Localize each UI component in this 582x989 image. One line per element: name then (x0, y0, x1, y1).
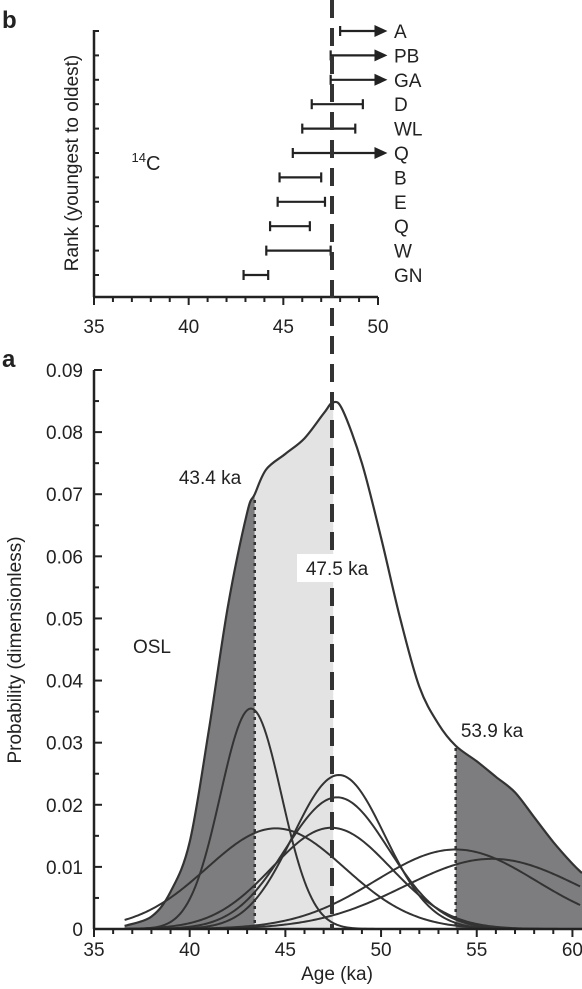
panel-a-y-label: Probability (dimensionless) (5, 536, 26, 763)
rank-label: E (394, 193, 407, 214)
panel-b-x-tick-label: 45 (273, 317, 294, 338)
rank-label: W (394, 242, 412, 263)
panel-a-y-tick-label: 0 (72, 920, 83, 941)
panel-b-x-tick-label: 50 (367, 317, 388, 338)
panel-a-ticks: 35 40 45 50 55 60 0 0.01 0.02 0.03 0.04 0.05 0.06 0.0… (46, 361, 582, 961)
rank-bar: Q (268, 217, 409, 238)
marker-label: 43.4 ka (179, 468, 242, 489)
panel-a-y-tick-label: 0.01 (46, 858, 83, 879)
panel-a-x-tick-label: 50 (370, 940, 391, 961)
panel-a-y-tick-label: 0.05 (46, 609, 83, 630)
rank-bar-arrow (374, 73, 388, 86)
panel-a-x-tick-label: 60 (562, 940, 582, 961)
panel-b: b Rank (youngest to oldest) 14C 35 40 45 50… (2, 7, 423, 338)
panel-a-y-tick-label: 0.09 (46, 361, 83, 382)
rank-bar-arrow (374, 25, 388, 37)
rank-label: GA (394, 71, 422, 92)
marker-label: 53.9 ka (461, 721, 524, 742)
component-curve (124, 826, 581, 930)
rank-bar: PB (329, 46, 419, 67)
rank-bar-arrow (374, 147, 388, 159)
shaded-region (455, 745, 582, 929)
panel-a: a 35 40 45 50 55 60 0 0.01 0.02 0.03 0.04 0.05 0.06 0… (2, 346, 582, 985)
panel-b-ticks: 35 40 45 50 (83, 30, 389, 338)
total-probability-curve (124, 400, 582, 927)
rank-label: B (394, 168, 407, 189)
panel-a-x-label: Age (ka) (301, 964, 373, 985)
rank-bar: Q (291, 144, 409, 165)
panel-a-y-tick-label: 0.04 (46, 672, 83, 693)
shaded-region (124, 494, 255, 929)
rank-bar: W (265, 242, 412, 263)
panel-a-y-tick-label: 0.03 (46, 734, 83, 755)
panel-a-y-tick-label: 0.08 (46, 423, 83, 444)
panel-a-x-tick-label: 55 (466, 940, 487, 961)
rank-label: Q (394, 217, 409, 238)
panel-a-y-tick-label: 0.07 (46, 485, 83, 506)
rank-bar: GA (329, 71, 422, 92)
rank-bar: WL (301, 120, 423, 141)
c14-label: 14C (132, 150, 161, 175)
rank-label: A (394, 22, 407, 43)
osl-label: OSL (133, 637, 171, 658)
panel-b-letter: b (2, 7, 17, 34)
marker-label-bg (297, 554, 377, 582)
panel-a-markers (253, 500, 457, 929)
panel-b-x-tick-label: 40 (178, 317, 199, 338)
rank-label: GN (394, 266, 423, 287)
rank-bar: E (276, 193, 407, 214)
rank-label: PB (394, 46, 419, 67)
panel-a-marker-labels: 43.4 ka 47.5 ka 53.9 ka (179, 468, 524, 742)
panel-b-x-tick-label: 35 (83, 317, 104, 338)
panel-b-y-label: Rank (youngest to oldest) (62, 55, 83, 272)
rank-bar: D (310, 95, 408, 116)
rank-bar: A (339, 22, 407, 43)
rank-bar-arrow (374, 49, 388, 62)
rank-label: WL (394, 120, 423, 141)
panel-a-x-tick-label: 45 (275, 940, 296, 961)
rank-bar: GN (242, 266, 423, 287)
panel-a-x-tick-label: 40 (179, 940, 200, 961)
panel-a-letter: a (2, 346, 16, 373)
rank-label: D (394, 95, 408, 116)
rank-bar: B (278, 168, 407, 189)
panel-a-x-tick-label: 35 (83, 940, 104, 961)
rank-label: Q (394, 144, 409, 165)
panel-a-y-tick-label: 0.06 (46, 547, 83, 568)
marker-label: 47.5 ka (306, 559, 369, 580)
panel-a-y-tick-label: 0.02 (46, 796, 83, 817)
